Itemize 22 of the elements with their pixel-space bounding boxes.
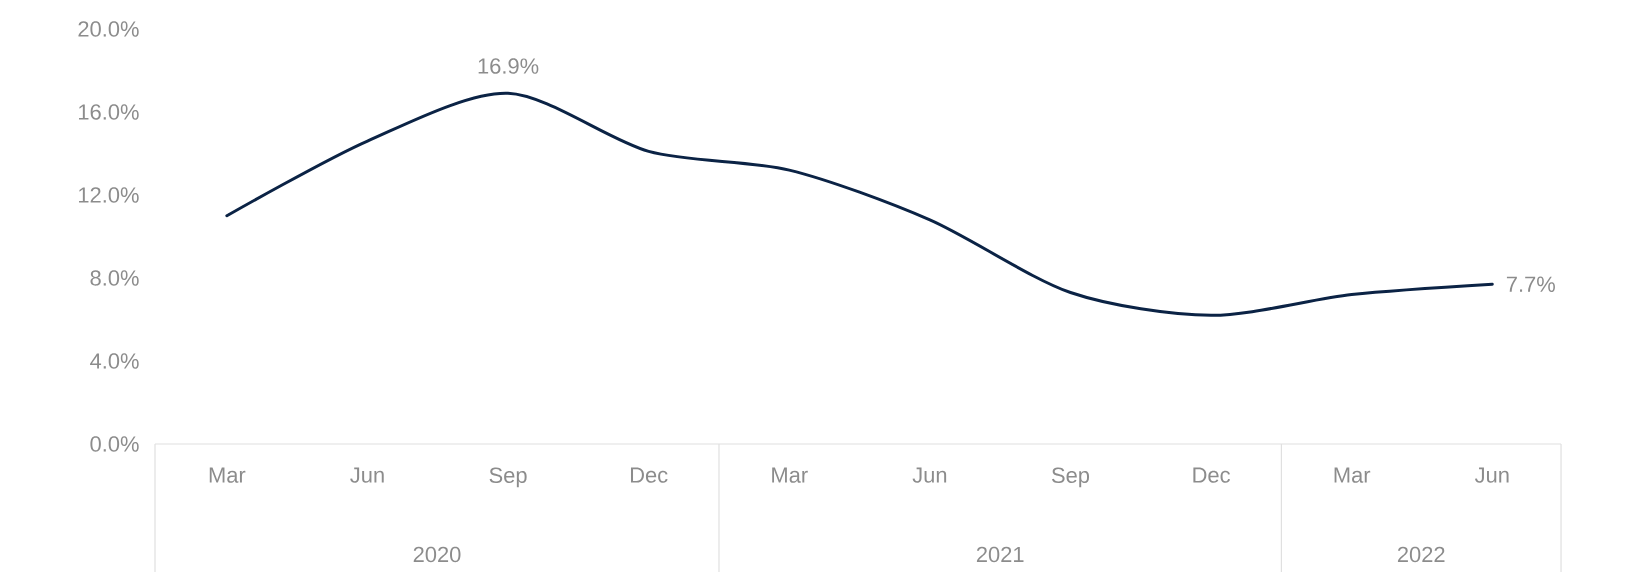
x-tick-label: Jun [912, 467, 947, 483]
data-label: 16.9% [478, 58, 539, 74]
x-tick-label: Dec [630, 467, 668, 483]
text: 2022 [1397, 546, 1445, 563]
y-tick-label: 8.0% [90, 270, 139, 286]
x-tick-label: Dec [1193, 467, 1230, 483]
y-tick-label: 16.0% [79, 104, 139, 120]
text: 2020 [413, 546, 461, 563]
y-tick-label: 12.0% [79, 187, 139, 203]
data-label: 7.7% [1506, 276, 1555, 292]
x-tick-label: Sep [489, 467, 527, 488]
x-tick-label: Jun [350, 467, 384, 483]
line-series [225, 91, 1494, 317]
y-tick-label: 4.0% [90, 353, 139, 369]
y-tick-label: 20.0% [78, 21, 139, 37]
x-tick-label: Sep [1051, 467, 1090, 488]
x-tick-label: Mar [209, 467, 246, 483]
x-tick-label: Mar [1334, 467, 1371, 483]
x-tick-label: Mar [772, 467, 808, 483]
text: 2021 [976, 546, 1024, 563]
x-tick-label: Jun [1474, 467, 1509, 483]
y-tick-label: 0.0% [90, 436, 139, 452]
